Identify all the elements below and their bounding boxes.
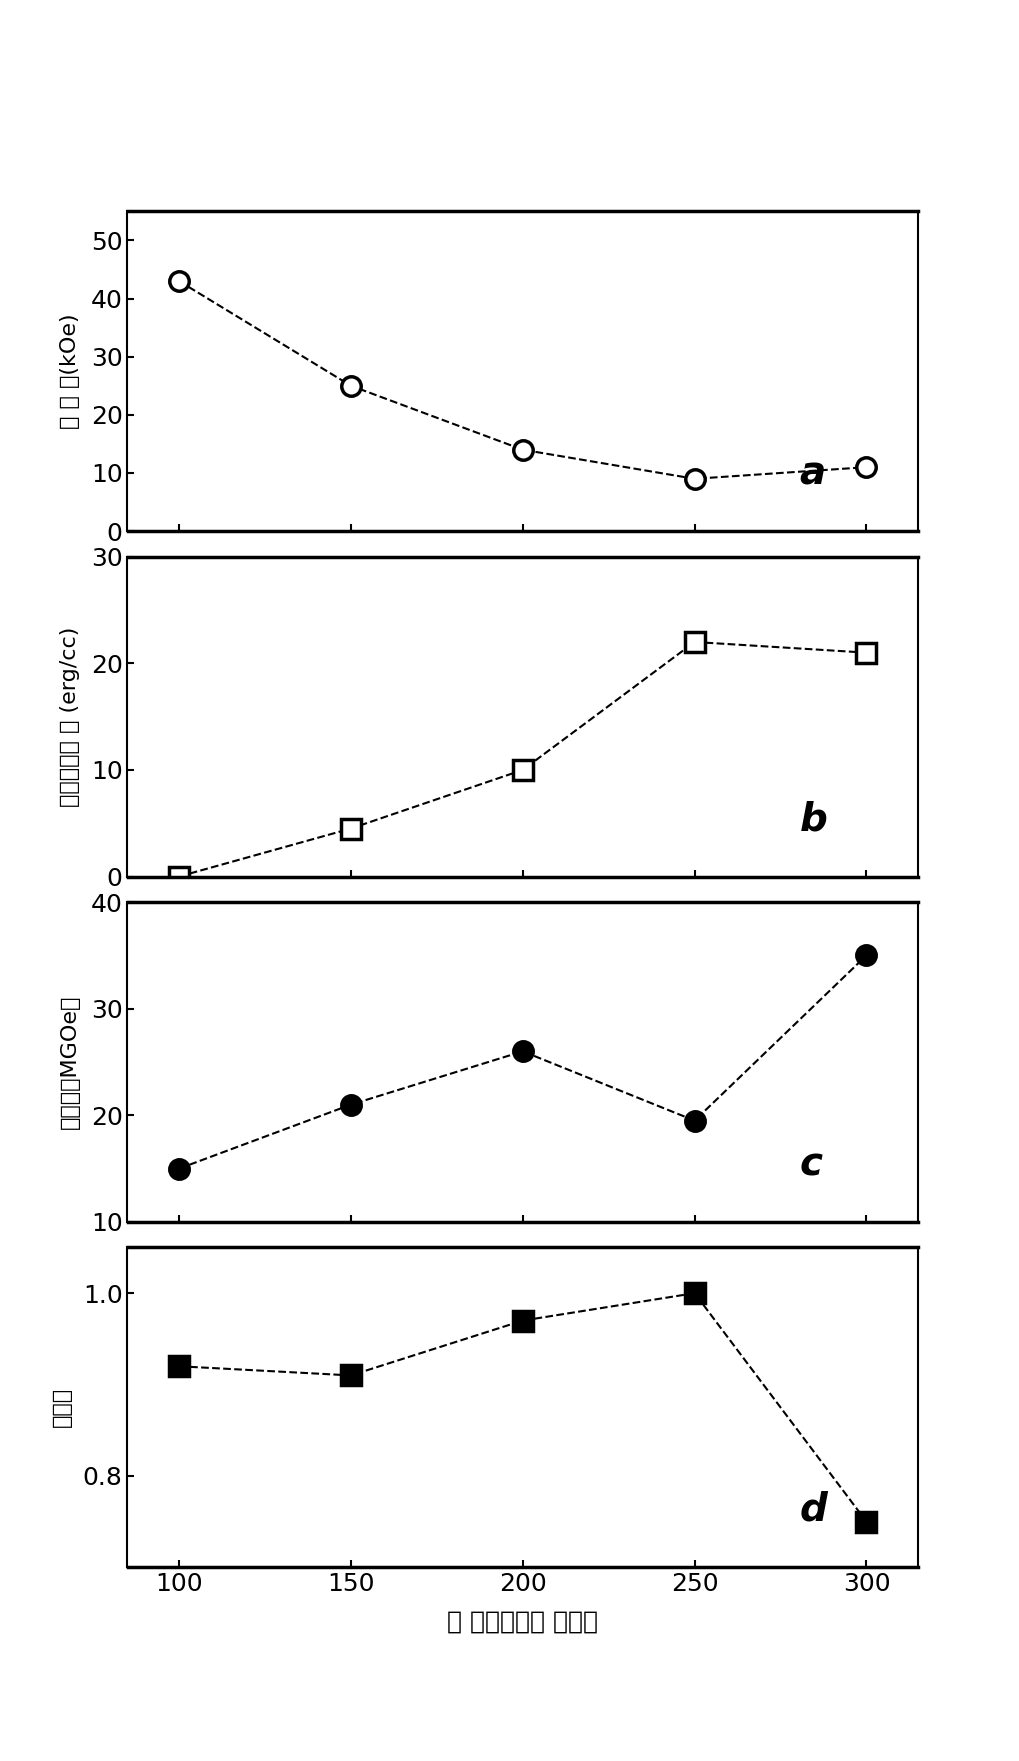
Text: c: c [799, 1145, 821, 1183]
Text: a: a [799, 454, 824, 493]
Y-axis label: 磁能积（MGOe）: 磁能积（MGOe） [59, 995, 79, 1129]
Y-axis label: 剩磁比: 剩磁比 [52, 1388, 71, 1428]
Text: b: b [799, 799, 826, 838]
Y-axis label: 矫 顽 力(kOe): 矫 顽 力(kOe) [59, 313, 79, 430]
Text: d: d [799, 1492, 826, 1529]
Y-axis label: 磁各向异性 能 (erg/cc): 磁各向异性 能 (erg/cc) [59, 627, 79, 807]
X-axis label: 生 长温度（摄 氏度）: 生 长温度（摄 氏度） [446, 1610, 598, 1634]
